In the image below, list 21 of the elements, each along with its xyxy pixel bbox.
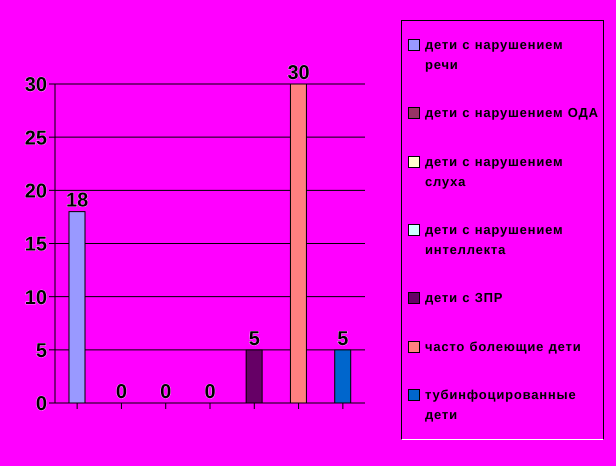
data-label: 5 [337,328,348,350]
legend-label: часто болеющие дети [425,338,582,356]
legend-label: дети с нарушением слуха [425,152,564,191]
data-label: 18 [66,190,88,212]
legend-label: дети с нарушением ОДА [425,104,599,122]
data-label: 30 [287,62,310,84]
y-tick-label: 5 [36,340,47,362]
y-tick-label: 30 [24,74,47,96]
legend-label: дети с нарушением речи [425,36,564,74]
legend-label: дети с ЗПР [425,289,504,308]
y-tick-label: 25 [24,127,47,150]
legend-label: тубинфоцированные дети [425,386,578,424]
data-label: 0 [116,381,127,403]
data-label: 0 [160,381,172,403]
y-tick-label: 15 [24,234,47,256]
y-tick-label: 10 [24,286,47,309]
y-tick-label: 0 [36,393,47,416]
data-label: 0 [204,381,216,403]
y-tick-label: 20 [24,180,47,202]
data-label: 5 [248,328,260,350]
legend-label: дети с нарушением интеллекта [425,220,564,259]
